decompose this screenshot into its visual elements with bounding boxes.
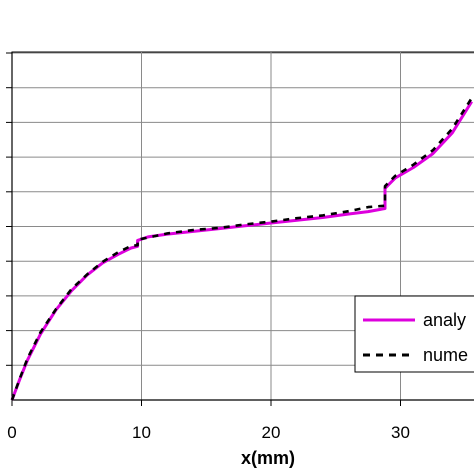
x-tick-labels: 0 10 20 30 (7, 423, 410, 442)
series-line-analy (10, 100, 473, 401)
series-line-nume (10, 97, 473, 401)
y-axis-ticks (6, 52, 401, 406)
legend-label-analy: analy (423, 310, 466, 330)
x-tick-label-10: 10 (132, 423, 151, 442)
legend-box (354, 295, 474, 373)
plot-area (6, 51, 474, 406)
x-tick-label-0: 0 (7, 423, 16, 442)
x-tick-label-20: 20 (262, 423, 281, 442)
x-tick-label-30: 30 (391, 423, 410, 442)
legend-label-nume: nume (423, 345, 468, 365)
x-axis-title: x(mm) (241, 448, 295, 468)
legend: analy nume (354, 295, 474, 373)
series-layer (10, 97, 473, 401)
